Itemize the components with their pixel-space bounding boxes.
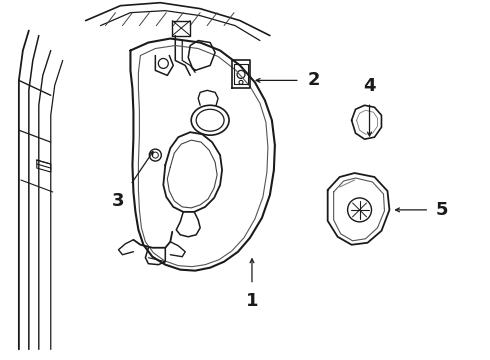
Text: 3: 3 xyxy=(112,192,125,210)
Text: 2: 2 xyxy=(308,71,320,89)
Text: 4: 4 xyxy=(363,77,376,95)
Text: 5: 5 xyxy=(435,201,448,219)
Text: 1: 1 xyxy=(245,292,258,310)
